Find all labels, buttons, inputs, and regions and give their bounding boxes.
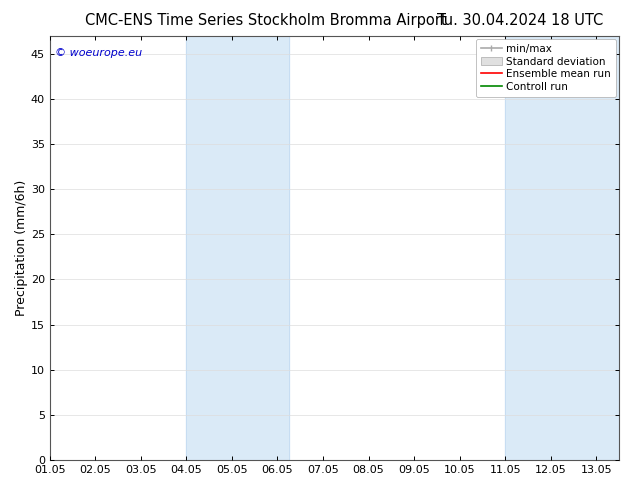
Legend: min/max, Standard deviation, Ensemble mean run, Controll run: min/max, Standard deviation, Ensemble me… <box>476 39 616 97</box>
Text: CMC-ENS Time Series Stockholm Bromma Airport: CMC-ENS Time Series Stockholm Bromma Air… <box>86 13 447 28</box>
Bar <box>505 36 619 460</box>
Bar <box>186 36 289 460</box>
Y-axis label: Precipitation (mm/6h): Precipitation (mm/6h) <box>15 180 28 316</box>
Text: Tu. 30.04.2024 18 UTC: Tu. 30.04.2024 18 UTC <box>437 13 603 28</box>
Text: © woeurope.eu: © woeurope.eu <box>55 49 143 58</box>
